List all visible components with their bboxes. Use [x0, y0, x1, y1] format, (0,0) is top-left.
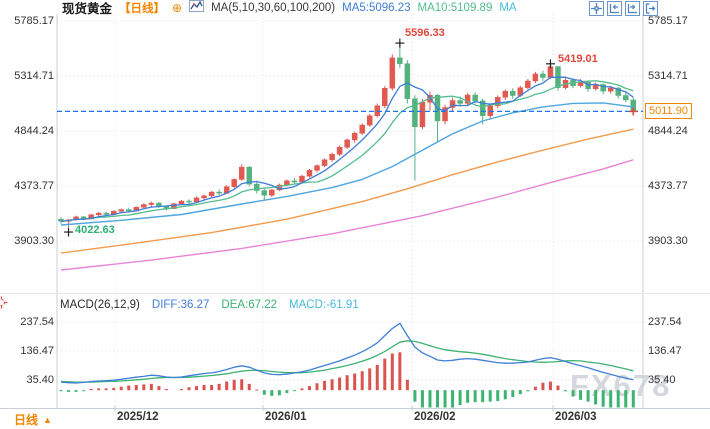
macd-params-label: MACD(26,12,9) — [60, 299, 140, 311]
kline-chart-icon[interactable] — [189, 0, 205, 15]
macd-axis-label: 136.47 — [20, 345, 54, 357]
ma10-value-label: MA10:5109.89 — [417, 1, 493, 14]
price-axis-label: 5785.17 — [648, 15, 688, 27]
chart-toolbar — [589, 1, 658, 16]
price-axis-label: 4844.24 — [648, 125, 688, 137]
macd-value-label: MACD:-61.91 — [289, 299, 359, 311]
add-indicator-icon[interactable]: ⊕ — [172, 0, 183, 15]
chart-header: 现货黄金 【日线】 ⊕ MA(5,10,30,60,100,200) MA5:5… — [62, 0, 517, 16]
triangle-up-icon: ▲ — [43, 414, 52, 425]
time-axis-label: 2025/12 — [117, 411, 159, 423]
time-axis-label: 2026/03 — [555, 411, 597, 423]
exit-chart-icon[interactable] — [643, 1, 658, 16]
crosshair-icon[interactable] — [589, 1, 604, 16]
compress-x-axis-icon[interactable] — [607, 1, 622, 16]
symbol-name: 现货黄金 — [62, 2, 113, 16]
macd-axis-label: 136.47 — [648, 345, 682, 357]
macd-axis-label: 35.40 — [26, 374, 54, 386]
dea-value-label: DEA:67.22 — [221, 299, 278, 311]
price-axis-label: 5785.17 — [14, 15, 54, 27]
price-axis-label: 4373.77 — [648, 180, 688, 192]
period-tag: 【日线】 — [119, 2, 166, 15]
price-axis-label: 4844.24 — [14, 125, 54, 137]
ma-settings-label: MA(5,10,30,60,100,200) — [211, 1, 336, 14]
high-annotation: 5419.01 — [558, 53, 598, 65]
diff-value-label: DIFF:36.27 — [151, 299, 210, 311]
price-axis-label: 5314.71 — [14, 70, 54, 82]
indicator-settings-icon[interactable] — [0, 296, 8, 314]
macd-header: MACD(26,12,9) DIFF:36.27 DEA:67.22 MACD:… — [60, 299, 359, 311]
price-axis-label: 5314.71 — [648, 70, 688, 82]
ma5-value-label: MA5:5096.23 — [342, 1, 411, 14]
time-axis-label: 2026/01 — [265, 411, 307, 423]
price-axis-label: 4373.77 — [14, 180, 54, 192]
last-price-box: 5011.90 — [645, 103, 692, 119]
macd-axis-label: 237.54 — [20, 316, 54, 328]
expand-x-axis-icon[interactable] — [625, 1, 640, 16]
time-axis-label: 2026/02 — [414, 411, 456, 423]
period-selector[interactable]: 日线 ▲ — [14, 411, 52, 428]
macd-axis-label: 237.54 — [648, 316, 682, 328]
price-axis-label: 3903.30 — [648, 235, 688, 247]
price-axis-label: 3903.30 — [14, 235, 54, 247]
period-selector-label: 日线 — [14, 413, 39, 427]
low-annotation: 4022.63 — [75, 224, 115, 236]
high-annotation: 5596.33 — [405, 27, 445, 39]
ma-more-label: MA — [499, 1, 517, 14]
macd-axis-label: 35.40 — [648, 374, 676, 386]
